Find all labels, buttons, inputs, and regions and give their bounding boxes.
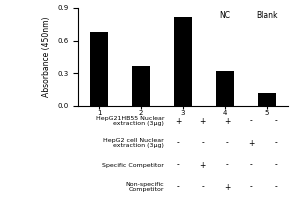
Text: -: - [226, 138, 229, 148]
Text: -: - [226, 160, 229, 170]
Bar [257, 93, 277, 106]
Text: -: - [201, 138, 204, 148]
Text: -: - [274, 116, 277, 126]
Text: -: - [177, 160, 180, 170]
Bar [90, 32, 109, 106]
Bar [174, 17, 193, 106]
Text: -: - [274, 160, 277, 170]
Text: Non-specific
Competitor: Non-specific Competitor [125, 182, 164, 192]
Text: +: + [224, 116, 230, 126]
Text: +: + [200, 160, 206, 170]
Text: -: - [201, 182, 204, 192]
Text: +: + [175, 116, 182, 126]
Bar [215, 71, 235, 106]
Text: HepG2 cell Nuclear
extraction (3μg): HepG2 cell Nuclear extraction (3μg) [103, 138, 164, 148]
Text: NC: NC [220, 11, 230, 20]
Text: -: - [177, 182, 180, 192]
Text: -: - [250, 160, 253, 170]
Text: -: - [250, 182, 253, 192]
Text: +: + [248, 138, 255, 148]
Y-axis label: Absorbance (450nm): Absorbance (450nm) [43, 17, 52, 97]
Text: -: - [274, 138, 277, 148]
Bar [132, 66, 151, 106]
Text: HepG21HB55 Nuclear
extraction (3μg): HepG21HB55 Nuclear extraction (3μg) [96, 116, 164, 126]
Text: -: - [250, 116, 253, 126]
Text: Blank: Blank [256, 11, 278, 20]
Text: +: + [200, 116, 206, 126]
Text: -: - [177, 138, 180, 148]
Text: -: - [274, 182, 277, 192]
Text: Specific Competitor: Specific Competitor [102, 162, 164, 168]
Text: +: + [224, 182, 230, 192]
